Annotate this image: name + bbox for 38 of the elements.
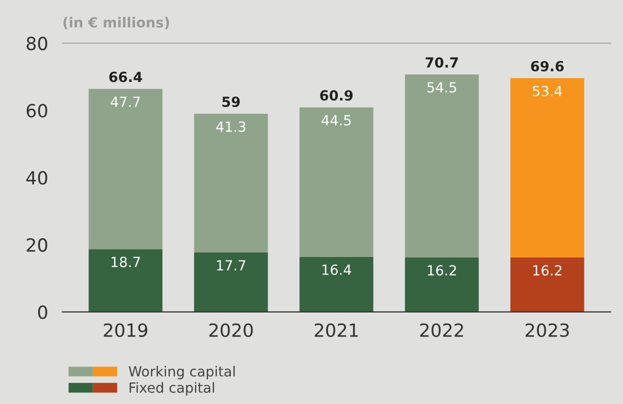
total-label: 59 — [222, 96, 240, 108]
x-tick-label: 2021 — [314, 323, 358, 337]
data-label: 17.7 — [217, 260, 246, 270]
bar — [510, 78, 584, 258]
x-tick-label: 2023 — [526, 323, 569, 337]
y-tick-label: 0 — [38, 305, 48, 320]
data-label: 41.3 — [216, 121, 246, 132]
data-label: 47.7 — [110, 96, 140, 107]
chart-subtitle: (in € millions) — [63, 16, 169, 30]
x-tick-label: 2020 — [209, 323, 253, 337]
data-label: 53.4 — [532, 86, 562, 96]
total-label: 69.6 — [531, 60, 564, 72]
x-tick-label: 2022 — [420, 323, 464, 337]
legend-label: Working capital — [128, 366, 235, 380]
bar — [194, 114, 268, 252]
total-label: 66.4 — [109, 72, 142, 82]
y-tick-label: 20 — [26, 238, 48, 252]
legend-label: Fixed capital — [130, 382, 214, 396]
bar — [510, 257, 584, 312]
bar — [194, 252, 268, 312]
bar — [300, 256, 374, 312]
data-label: 44.5 — [322, 115, 351, 126]
bar — [88, 88, 162, 250]
total-label: 70.7 — [426, 57, 458, 68]
bar — [88, 249, 162, 312]
y-tick-label: 80 — [26, 36, 48, 50]
bar — [404, 257, 479, 312]
data-label: 18.7 — [112, 256, 140, 268]
data-label: 16.4 — [322, 264, 352, 275]
total-label: 60.9 — [320, 90, 353, 101]
data-label: 16.2 — [533, 265, 562, 276]
bar — [300, 107, 374, 257]
data-label: 16.2 — [428, 265, 456, 276]
data-label: 54.5 — [427, 82, 456, 93]
y-tick-label: 60 — [26, 104, 48, 118]
bar — [404, 74, 479, 258]
y-tick-label: 40 — [26, 171, 48, 185]
x-tick-label: 2019 — [104, 323, 148, 337]
